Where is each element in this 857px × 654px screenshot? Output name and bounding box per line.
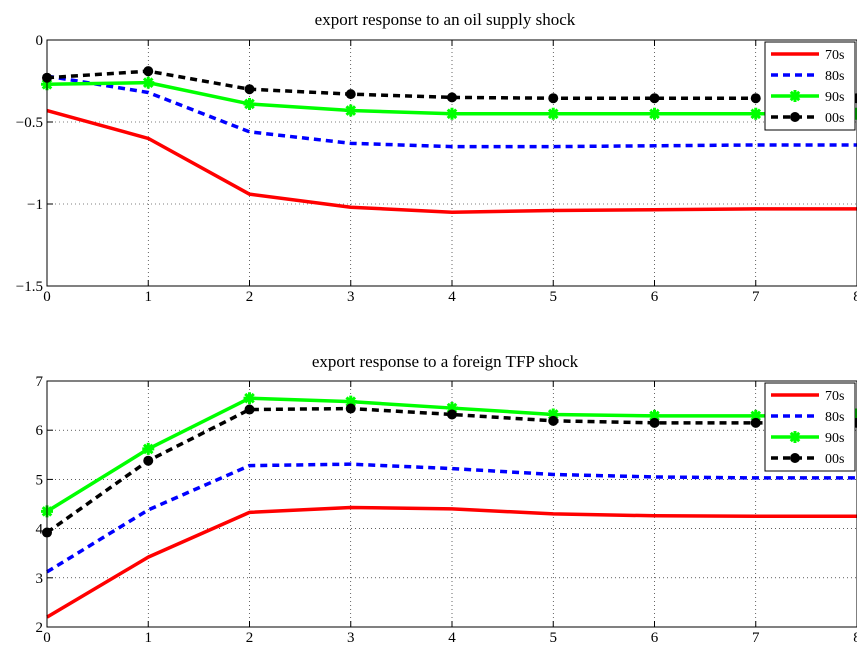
series-line-80s <box>46 74 857 149</box>
legend-marker-00s <box>790 112 800 122</box>
chart-oil-supply-shock: export response to an oil supply shock 0… <box>16 10 857 305</box>
data-point-00s <box>649 417 660 428</box>
data-point-90s <box>142 76 155 89</box>
data-point-00s <box>548 415 559 426</box>
x-tick-label: 6 <box>651 289 659 305</box>
data-point-90s <box>446 402 458 415</box>
x-tick-label: 8 <box>853 289 857 305</box>
x-tick-label: 5 <box>550 630 558 646</box>
axis-ticks: 0 1 2 3 4 5 6 7 8 0 −0.5 −1 −1.5 <box>16 33 857 305</box>
data-point-00s <box>649 93 660 104</box>
x-tick-label: 5 <box>550 289 558 305</box>
data-point-00s <box>345 89 356 100</box>
x-tick-label: 1 <box>145 289 153 305</box>
data-point-00s <box>750 417 761 428</box>
x-tick-label: 3 <box>347 289 355 305</box>
data-point-90s <box>142 442 155 455</box>
y-tick-label: 5 <box>36 472 44 488</box>
data-point-90s <box>243 97 256 110</box>
series-line-70s <box>46 108 857 214</box>
x-tick-label: 2 <box>246 630 254 646</box>
data-point-00s <box>750 93 761 104</box>
plot-frame <box>46 380 857 628</box>
legend-marker-90s <box>789 90 801 102</box>
y-tick-label: 4 <box>36 522 44 538</box>
series-lines <box>41 392 857 619</box>
chart-foreign-tfp-shock: export response to a foreign TFP shock 0… <box>36 352 857 646</box>
data-point-90s <box>749 409 762 422</box>
data-point-00s <box>244 84 255 95</box>
data-point-90s <box>446 107 458 120</box>
data-point-90s <box>547 107 560 120</box>
series-line-00s <box>45 406 857 534</box>
series-line-80s <box>46 462 857 574</box>
x-tick-label: 8 <box>853 630 857 646</box>
legend-label-90s: 90s <box>825 90 844 105</box>
data-point-90s <box>648 409 661 422</box>
series-line-00s <box>46 69 857 100</box>
legend-marker-00s <box>790 453 800 463</box>
legend-marker-90s <box>789 431 801 443</box>
legend-label-00s: 00s <box>825 111 844 126</box>
x-tick-label: 7 <box>752 289 760 305</box>
legend-label-80s: 80s <box>825 410 844 425</box>
y-tick-label: 0 <box>36 33 44 49</box>
axis-ticks: 0 1 2 3 4 5 6 7 8 7 6 5 4 3 2 <box>36 374 857 646</box>
data-point-90s <box>749 107 762 120</box>
data-point-00s <box>548 93 559 104</box>
data-point-90s <box>547 408 560 421</box>
y-tick-label: 2 <box>36 620 44 636</box>
data-point-90s <box>344 395 357 408</box>
data-point-90s <box>648 107 661 120</box>
x-tick-label: 1 <box>145 630 153 646</box>
y-tick-label: −0.5 <box>16 115 43 131</box>
chart-title: export response to a foreign TFP shock <box>312 352 579 371</box>
legend: 70s 80s 90s 00s <box>764 41 856 131</box>
data-point-90s <box>243 392 256 405</box>
data-point-00s <box>143 455 154 466</box>
x-tick-label: 2 <box>246 289 254 305</box>
legend-label-70s: 70s <box>825 389 844 404</box>
data-point-00s <box>143 66 154 77</box>
x-tick-label: 0 <box>43 630 51 646</box>
x-tick-label: 4 <box>448 289 456 305</box>
x-tick-label: 6 <box>651 630 659 646</box>
plot-frame <box>46 39 857 287</box>
x-tick-label: 3 <box>347 630 355 646</box>
x-tick-label: 7 <box>752 630 760 646</box>
data-point-00s <box>345 403 356 414</box>
x-tick-label: 0 <box>43 289 51 305</box>
legend-label-90s: 90s <box>825 431 844 446</box>
y-tick-label: −1 <box>27 197 43 213</box>
legend-label-80s: 80s <box>825 69 844 84</box>
y-tick-label: −1.5 <box>16 279 43 295</box>
legend: 70s 80s 90s 00s <box>764 382 856 472</box>
series-line-70s <box>46 505 857 619</box>
data-point-90s <box>344 104 357 117</box>
data-point-00s <box>244 404 255 415</box>
chart-title: export response to an oil supply shock <box>315 10 576 29</box>
x-tick-label: 4 <box>448 630 456 646</box>
legend-label-00s: 00s <box>825 452 844 467</box>
y-tick-label: 7 <box>36 374 44 390</box>
data-point-00s <box>447 409 457 420</box>
y-tick-label: 3 <box>36 571 44 587</box>
y-tick-label: 6 <box>36 423 44 439</box>
data-point-00s <box>447 92 457 103</box>
legend-label-70s: 70s <box>825 48 844 63</box>
